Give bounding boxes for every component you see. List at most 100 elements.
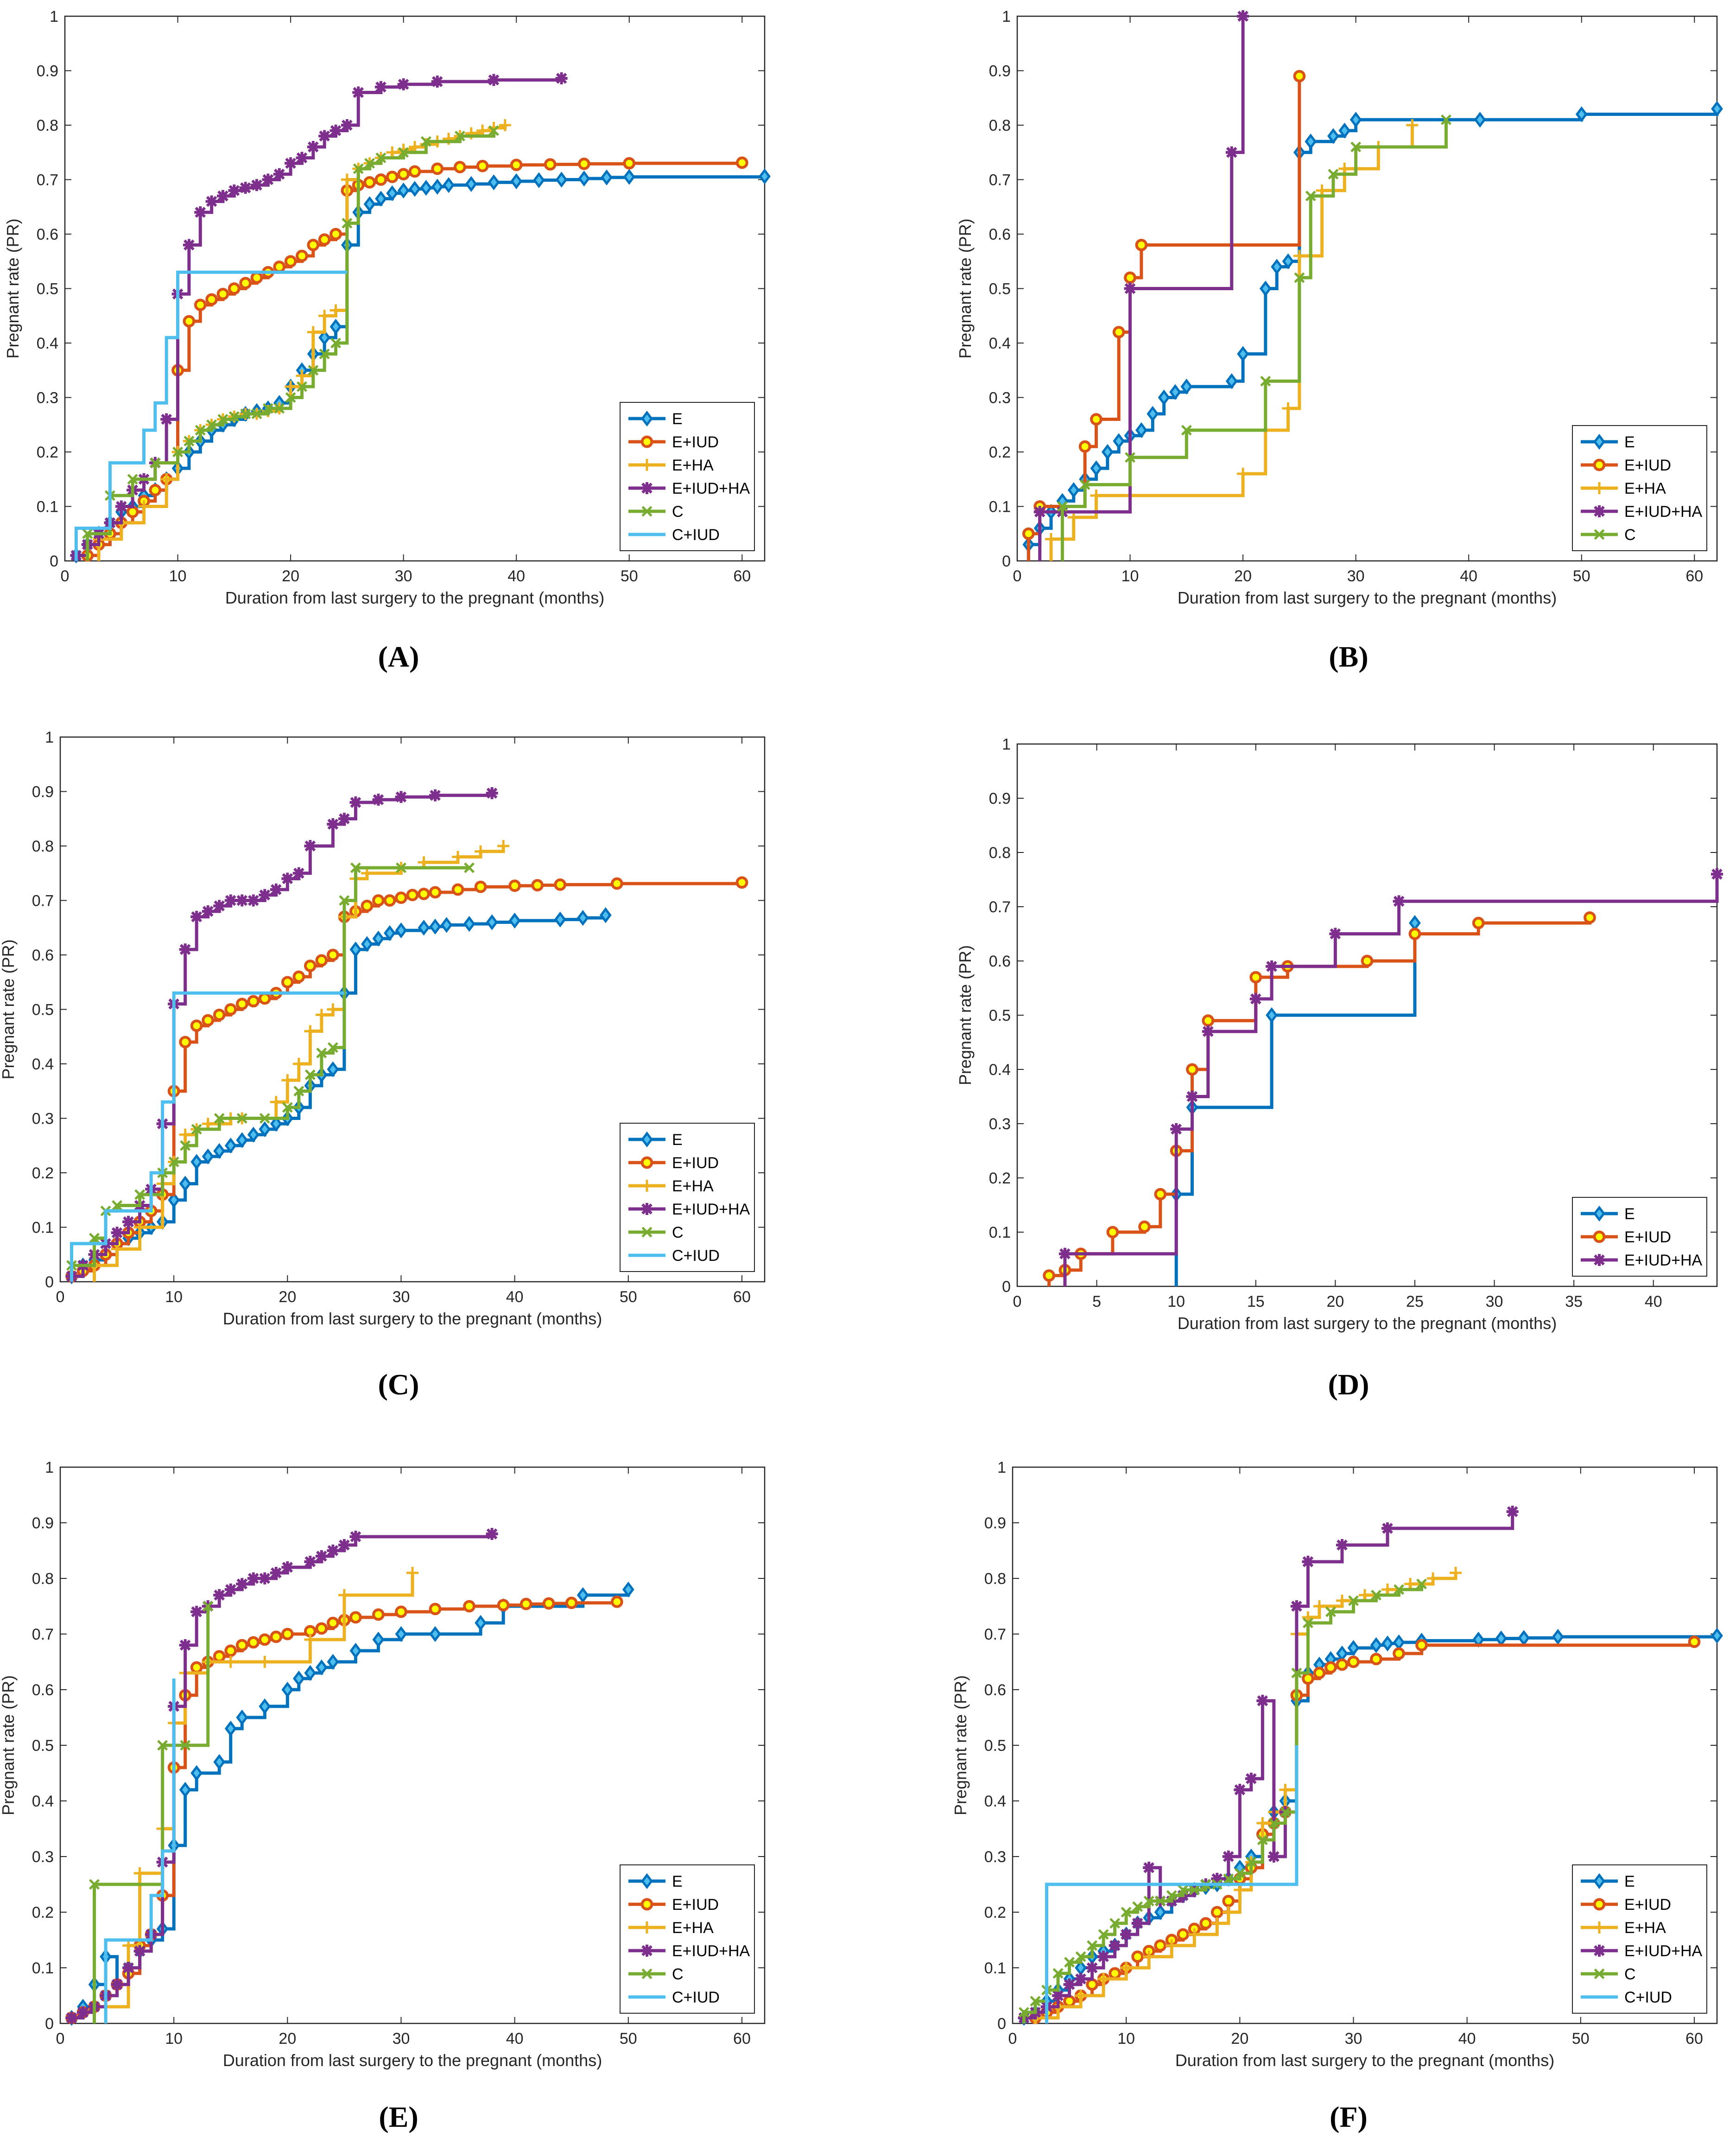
data-point — [1338, 122, 1351, 139]
y-tick-label: 0 — [1002, 1278, 1011, 1296]
data-point — [1506, 1506, 1519, 1518]
data-point — [395, 891, 407, 904]
data-point — [1186, 1063, 1198, 1076]
data-point — [577, 909, 589, 926]
legend-marker — [641, 506, 653, 517]
y-tick-label: 0.5 — [32, 1737, 54, 1755]
y-tick-label: 0.1 — [32, 1959, 54, 1977]
legend-label: C+IUD — [672, 526, 720, 544]
legend-marker — [641, 482, 653, 494]
legend-marker — [1594, 1968, 1605, 1979]
y-tick-label: 0.7 — [37, 172, 58, 189]
data-point — [1097, 1951, 1110, 1963]
y-tick-label: 0.7 — [32, 1626, 54, 1643]
data-point — [1237, 468, 1249, 480]
data-point — [228, 282, 241, 295]
x-tick-label: 0 — [56, 1288, 65, 1306]
legend-marker — [1593, 482, 1605, 494]
x-tick-label: 0 — [56, 2030, 65, 2048]
data-point — [1058, 1247, 1071, 1260]
data-point — [1169, 384, 1181, 400]
data-point — [464, 862, 475, 873]
series-line — [1060, 120, 1448, 561]
data-point — [1154, 1188, 1167, 1201]
y-tick-label: 0 — [997, 2015, 1006, 2033]
data-point — [202, 905, 214, 917]
data-point — [1086, 1962, 1098, 1974]
data-point — [217, 413, 228, 425]
data-point — [1120, 1962, 1133, 1974]
chart-panel-6: 00.10.20.30.40.50.60.70.80.910 10 20 30 40 50… — [951, 1459, 1723, 2070]
data-point — [202, 1148, 214, 1164]
data-point — [1075, 1973, 1087, 1985]
y-tick-label: 0.8 — [989, 117, 1011, 134]
data-point — [236, 1132, 248, 1148]
data-point — [1030, 1996, 1041, 2007]
data-point — [315, 1622, 328, 1635]
data-point — [250, 271, 263, 284]
data-point — [1245, 1773, 1257, 1785]
series-e-iud-ha — [1058, 868, 1723, 1286]
y-tick-label: 0.3 — [989, 1115, 1011, 1133]
data-point — [1381, 1635, 1394, 1652]
series-line — [104, 1679, 176, 2023]
data-point — [1147, 406, 1159, 422]
y-tick-label: 1 — [997, 1459, 1006, 1476]
data-point — [224, 1656, 237, 1668]
data-point — [1282, 253, 1294, 269]
data-point — [304, 1069, 316, 1081]
data-point — [1223, 1873, 1234, 1884]
data-point — [420, 179, 432, 196]
data-point — [285, 157, 297, 170]
data-point — [1090, 460, 1102, 477]
legend-label: E+HA — [1624, 1919, 1666, 1937]
data-point — [236, 894, 248, 907]
x-axis-label: Duration from last surgery to the pregna… — [1175, 2051, 1554, 2070]
legend-marker — [641, 459, 653, 471]
x-axis-label: Duration from last surgery to the pregna… — [223, 1309, 602, 1328]
legend-label: E+IUD+HA — [1624, 1942, 1702, 1960]
x-tick-label: 20 — [1234, 567, 1252, 585]
y-tick-label: 0 — [45, 2015, 54, 2033]
data-point — [338, 1539, 350, 1551]
data-point — [338, 1589, 350, 1601]
data-point — [486, 787, 498, 800]
y-tick-label: 0.1 — [37, 498, 58, 516]
data-point — [115, 500, 127, 513]
data-point — [65, 2012, 78, 2024]
data-point — [476, 159, 489, 172]
data-point — [89, 1879, 100, 1890]
x-tick-label: 60 — [733, 1288, 751, 1306]
x-tick-label: 60 — [733, 567, 751, 585]
data-point — [1371, 1590, 1382, 1601]
data-point — [205, 293, 218, 306]
data-point — [452, 851, 464, 863]
data-point — [1052, 1990, 1064, 2002]
data-point — [247, 1636, 260, 1649]
data-point — [316, 1047, 327, 1059]
data-point — [1279, 1784, 1292, 1796]
series-c-iud — [70, 991, 344, 1282]
data-point — [364, 158, 375, 169]
data-point — [228, 184, 241, 197]
data-point — [202, 1014, 215, 1027]
data-point — [499, 119, 511, 131]
data-point — [82, 528, 93, 539]
y-axis-label: Pregnant rate (PR) — [0, 1675, 18, 1815]
data-point — [577, 1587, 589, 1603]
data-point — [565, 1596, 578, 1609]
data-point — [259, 1121, 271, 1138]
data-point — [1166, 1940, 1178, 1952]
data-point — [251, 408, 262, 420]
y-tick-label: 0.5 — [32, 1001, 54, 1019]
data-point — [555, 172, 568, 188]
y-tick-label: 0.4 — [32, 1793, 54, 1810]
data-point — [735, 156, 748, 169]
y-tick-label: 0.4 — [984, 1793, 1006, 1810]
data-point — [1124, 271, 1136, 284]
series-c-iud — [1045, 1745, 1299, 2023]
data-point — [330, 337, 342, 349]
data-point — [319, 348, 330, 360]
legend-label: E+IUD — [672, 1896, 719, 1914]
x-tick-label: 20 — [1326, 1293, 1344, 1310]
